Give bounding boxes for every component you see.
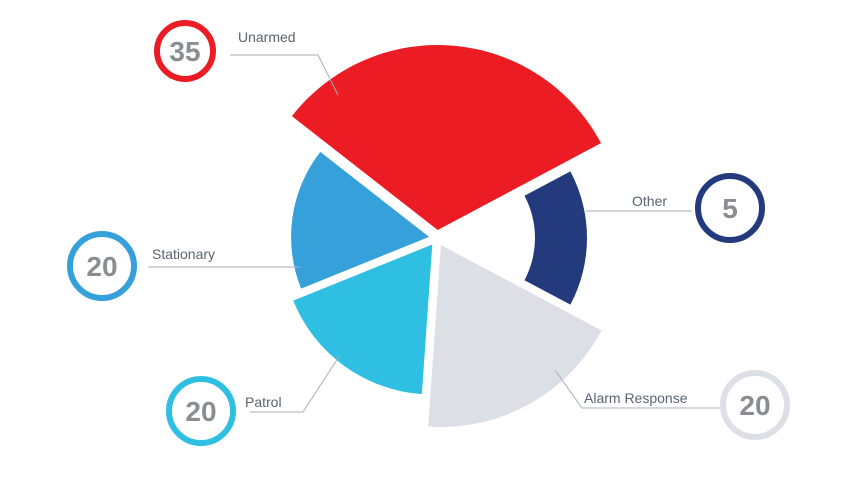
label-unarmed: Unarmed bbox=[238, 29, 296, 45]
label-other: Other bbox=[632, 193, 667, 209]
badge-stationary bbox=[67, 231, 137, 301]
callout-stationary: 20 Stationary bbox=[67, 231, 215, 301]
pie-slices bbox=[291, 45, 602, 427]
callout-other: 5 Other bbox=[632, 173, 765, 243]
badge-stationary-value: 20 bbox=[86, 251, 117, 282]
badge-other-value: 5 bbox=[722, 193, 738, 224]
label-patrol: Patrol bbox=[245, 394, 282, 410]
badge-other bbox=[695, 173, 765, 243]
leader-line-alarm-response bbox=[554, 369, 720, 409]
badge-unarmed bbox=[154, 20, 216, 82]
label-stationary: Stationary bbox=[152, 246, 215, 262]
leader-lines bbox=[148, 54, 720, 413]
slice-stationary bbox=[291, 151, 430, 289]
callout-alarm-response: 20 Alarm Response bbox=[584, 370, 790, 440]
badge-unarmed-value: 35 bbox=[169, 36, 200, 67]
slice-patrol bbox=[293, 244, 433, 395]
badge-alarm-response bbox=[720, 370, 790, 440]
callout-patrol: 20 Patrol bbox=[166, 376, 282, 446]
leader-line-unarmed bbox=[230, 54, 339, 96]
badge-patrol bbox=[166, 376, 236, 446]
callout-unarmed: 35 Unarmed bbox=[154, 20, 296, 82]
label-alarm-response: Alarm Response bbox=[584, 390, 688, 406]
leader-line-patrol bbox=[250, 354, 341, 413]
slice-other bbox=[524, 171, 587, 305]
badge-alarm-response-value: 20 bbox=[739, 390, 770, 421]
slice-unarmed bbox=[291, 45, 602, 231]
slice-alarm-response bbox=[428, 244, 602, 427]
badge-patrol-value: 20 bbox=[185, 396, 216, 427]
